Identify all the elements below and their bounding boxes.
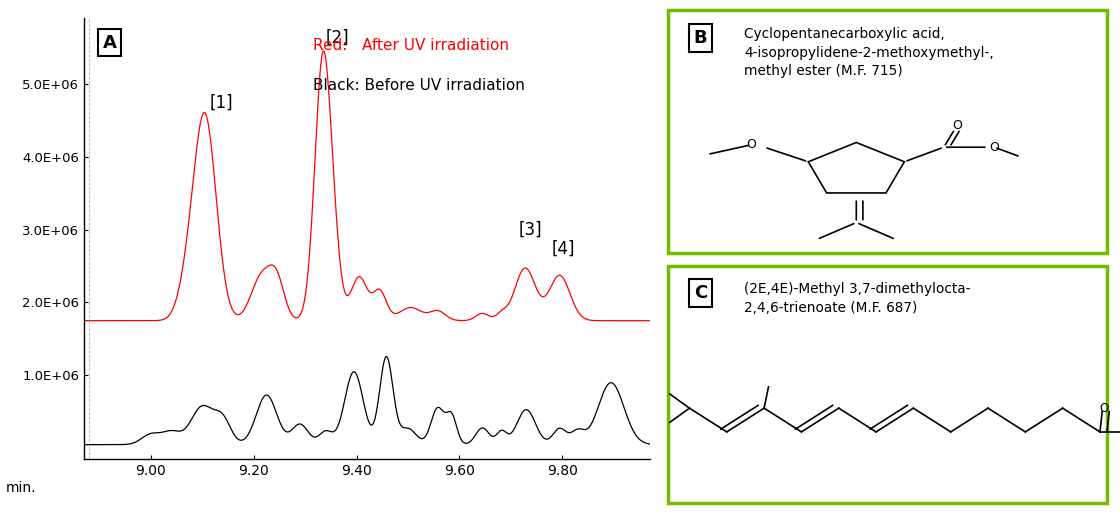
Text: [1]: [1]: [209, 93, 234, 111]
Text: O: O: [746, 138, 756, 151]
Text: (2E,4E)-Methyl 3,7-dimethylocta-
2,4,6-trienoate (M.F. 687): (2E,4E)-Methyl 3,7-dimethylocta- 2,4,6-t…: [745, 282, 971, 315]
Text: O: O: [1100, 401, 1109, 415]
FancyBboxPatch shape: [668, 10, 1107, 253]
Text: C: C: [693, 284, 707, 302]
Text: A: A: [103, 34, 116, 52]
Text: Red:   After UV irradiation: Red: After UV irradiation: [314, 38, 510, 53]
Text: Cyclopentanecarboxylic acid,
4-isopropylidene-2-methoxymethyl-,
methyl ester (M.: Cyclopentanecarboxylic acid, 4-isopropyl…: [745, 27, 995, 78]
FancyBboxPatch shape: [668, 266, 1107, 503]
Text: [4]: [4]: [552, 239, 576, 257]
Text: min.: min.: [6, 481, 36, 495]
Text: Black: Before UV irradiation: Black: Before UV irradiation: [314, 77, 525, 92]
Text: O: O: [989, 141, 999, 154]
Text: B: B: [693, 29, 707, 47]
Text: [2]: [2]: [326, 29, 349, 47]
Text: O: O: [952, 119, 962, 132]
Text: [3]: [3]: [519, 220, 542, 238]
